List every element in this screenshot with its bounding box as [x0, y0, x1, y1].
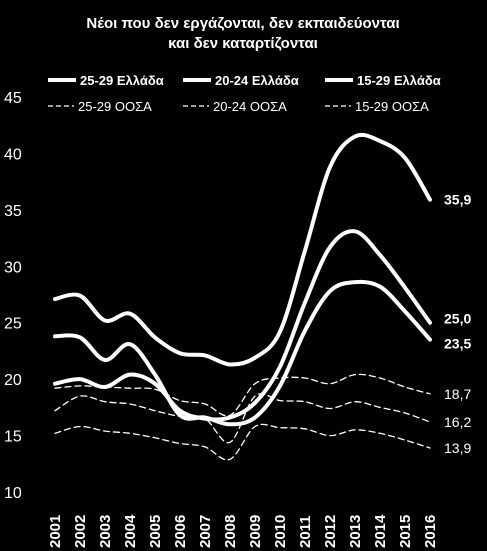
x-tick-label: 2010: [272, 515, 289, 548]
end-label-20-24-ελλάδα: 25,0: [444, 311, 471, 327]
x-tick-label: 2001: [47, 515, 64, 548]
x-axis: 2001 2002 2003 2004 2005 2006 2007 2008 2009 2010…: [47, 514, 439, 548]
series-line-15-29-ελλάδα: [53, 279, 432, 427]
y-tick-label: 20: [4, 372, 22, 389]
x-tick-label: 2015: [397, 515, 414, 548]
x-tick-label: 2013: [347, 515, 364, 548]
legend-label-20-24-ελλάδα: 20-24 Ελλάδα: [215, 73, 299, 88]
x-tick-label: 2004: [122, 514, 139, 548]
end-label-15-29-ελλάδα: 23,5: [444, 336, 471, 352]
series-line-25-29-οοσα: [54, 373, 431, 417]
x-tick-label: 2011: [297, 515, 314, 548]
x-tick-label: 2005: [147, 515, 164, 548]
y-tick-label: 10: [4, 485, 22, 502]
x-tick-label: 2007: [197, 515, 214, 548]
x-tick-label: 2008: [222, 515, 239, 548]
legend-label-25-29-οοσα: 25-29 ΟΟΣΑ: [78, 99, 152, 114]
y-tick-label: 30: [4, 259, 22, 276]
end-label-25-29-ελλάδα: 35,9: [444, 192, 471, 208]
x-tick-label: 2002: [72, 515, 89, 548]
series-line-15-29-οοσα: [54, 423, 431, 461]
end-labels: 35,9 25,0 23,5 18,7 16,2 13,9: [444, 192, 471, 456]
series-line-20-24-ελλάδα: [53, 229, 432, 422]
x-tick-label: 2009: [247, 515, 264, 548]
series-line-25-29-ελλάδα: [53, 132, 432, 367]
x-tick-label: 2016: [422, 515, 439, 548]
legend-label-15-29-οοσα: 15-29 ΟΟΣΑ: [355, 99, 429, 114]
end-label-15-29-οοσα: 13,9: [444, 440, 471, 456]
x-tick-label: 2012: [322, 515, 339, 548]
legend-label-20-24-οοσα: 20-24 ΟΟΣΑ: [213, 99, 287, 114]
series-line-20-24-οοσα: [54, 393, 431, 444]
legend-label-15-29-ελλάδα: 15-29 Ελλάδα: [357, 73, 441, 88]
end-label-20-24-οοσα: 16,2: [444, 414, 471, 430]
x-tick-label: 2006: [172, 515, 189, 548]
legend-label-25-29-ελλάδα: 25-29 Ελλάδα: [80, 73, 164, 88]
y-tick-label: 40: [4, 146, 22, 163]
legend: 25-29 Ελλάδα 20-24 Ελλάδα 15-29 Ελλάδα 25-2…: [48, 73, 441, 114]
chart-title-line-2: και δεν καταρτίζονται: [168, 35, 318, 52]
x-tick-label: 2014: [372, 514, 389, 548]
series-lines: [53, 132, 432, 461]
y-tick-label: 15: [4, 429, 22, 446]
chart-title-line-1: Νέοι που δεν εργάζονται, δεν εκπαιδεύοντ…: [86, 15, 399, 32]
y-tick-label: 25: [4, 316, 22, 333]
y-tick-label: 35: [4, 203, 22, 220]
end-label-25-29-οοσα: 18,7: [444, 386, 471, 402]
x-tick-label: 2003: [97, 515, 114, 548]
y-tick-label: 45: [4, 90, 22, 107]
y-axis: 10 15 20 25 30 35 40 45: [4, 90, 22, 502]
